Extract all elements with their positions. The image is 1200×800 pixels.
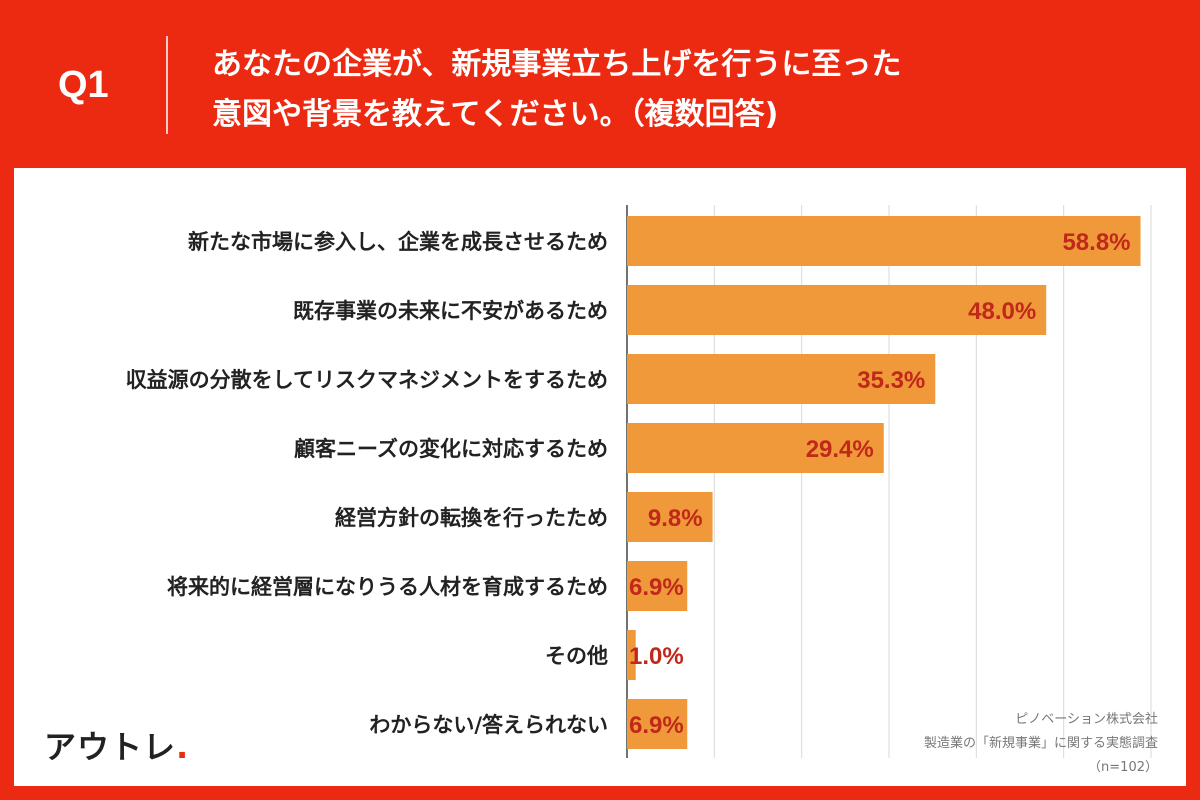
- data-label: 1.0%: [629, 643, 684, 670]
- bar: [627, 354, 936, 404]
- bar: [627, 216, 1141, 266]
- bar: [627, 423, 884, 473]
- category-label: 経営方針の転換を行ったため: [335, 506, 608, 530]
- category-label: 既存事業の未来に不安があるため: [293, 299, 608, 323]
- data-label: 29.4%: [806, 436, 874, 463]
- data-label: 9.8%: [648, 505, 703, 532]
- brand-logo: アウトレ.: [44, 722, 189, 768]
- category-label: 収益源の分散をしてリスクマネジメントをするため: [126, 368, 608, 392]
- question-number: Q1: [58, 64, 109, 106]
- data-label: 6.9%: [629, 574, 684, 601]
- chart-panel: [14, 168, 1186, 786]
- header-banner: Q1 あなたの企業が、新規事業立ち上げを行うに至った 意図や背景を教えてください…: [0, 0, 1200, 168]
- bar: [627, 285, 1047, 335]
- data-label: 58.8%: [1062, 229, 1130, 256]
- data-label: 35.3%: [857, 367, 925, 394]
- data-label: 48.0%: [968, 298, 1036, 325]
- bar: [627, 630, 636, 680]
- data-label: 6.9%: [629, 712, 684, 739]
- brand-logo-dot: .: [176, 728, 190, 766]
- bar: [627, 492, 713, 542]
- question-title: あなたの企業が、新規事業立ち上げを行うに至った 意図や背景を教えてください。（複…: [212, 40, 1172, 140]
- question-title-line1: あなたの企業が、新規事業立ち上げを行うに至った: [212, 47, 902, 82]
- category-label: 新たな市場に参入し、企業を成長させるため: [188, 230, 608, 254]
- question-title-line2: 意図や背景を教えてください。（複数回答): [212, 97, 779, 132]
- source-note: ピノベーション株式会社 製造業の「新規事業」に関する実態調査 （n=102）: [924, 708, 1158, 780]
- category-label: その他: [545, 644, 608, 668]
- brand-logo-text: アウトレ: [44, 728, 177, 766]
- header-divider: [166, 36, 168, 134]
- bar: [627, 561, 688, 611]
- category-label: わからない/答えられない: [369, 713, 608, 737]
- bar: [627, 699, 688, 749]
- source-survey: 製造業の「新規事業」に関する実態調査: [923, 736, 1158, 751]
- category-label: 将来的に経営層になりうる人材を育成するため: [167, 575, 608, 599]
- category-label: 顧客ニーズの変化に対応するため: [294, 437, 608, 461]
- sample-size: （n=102）: [1088, 760, 1158, 775]
- source-company: ピノベーション株式会社: [1015, 712, 1158, 727]
